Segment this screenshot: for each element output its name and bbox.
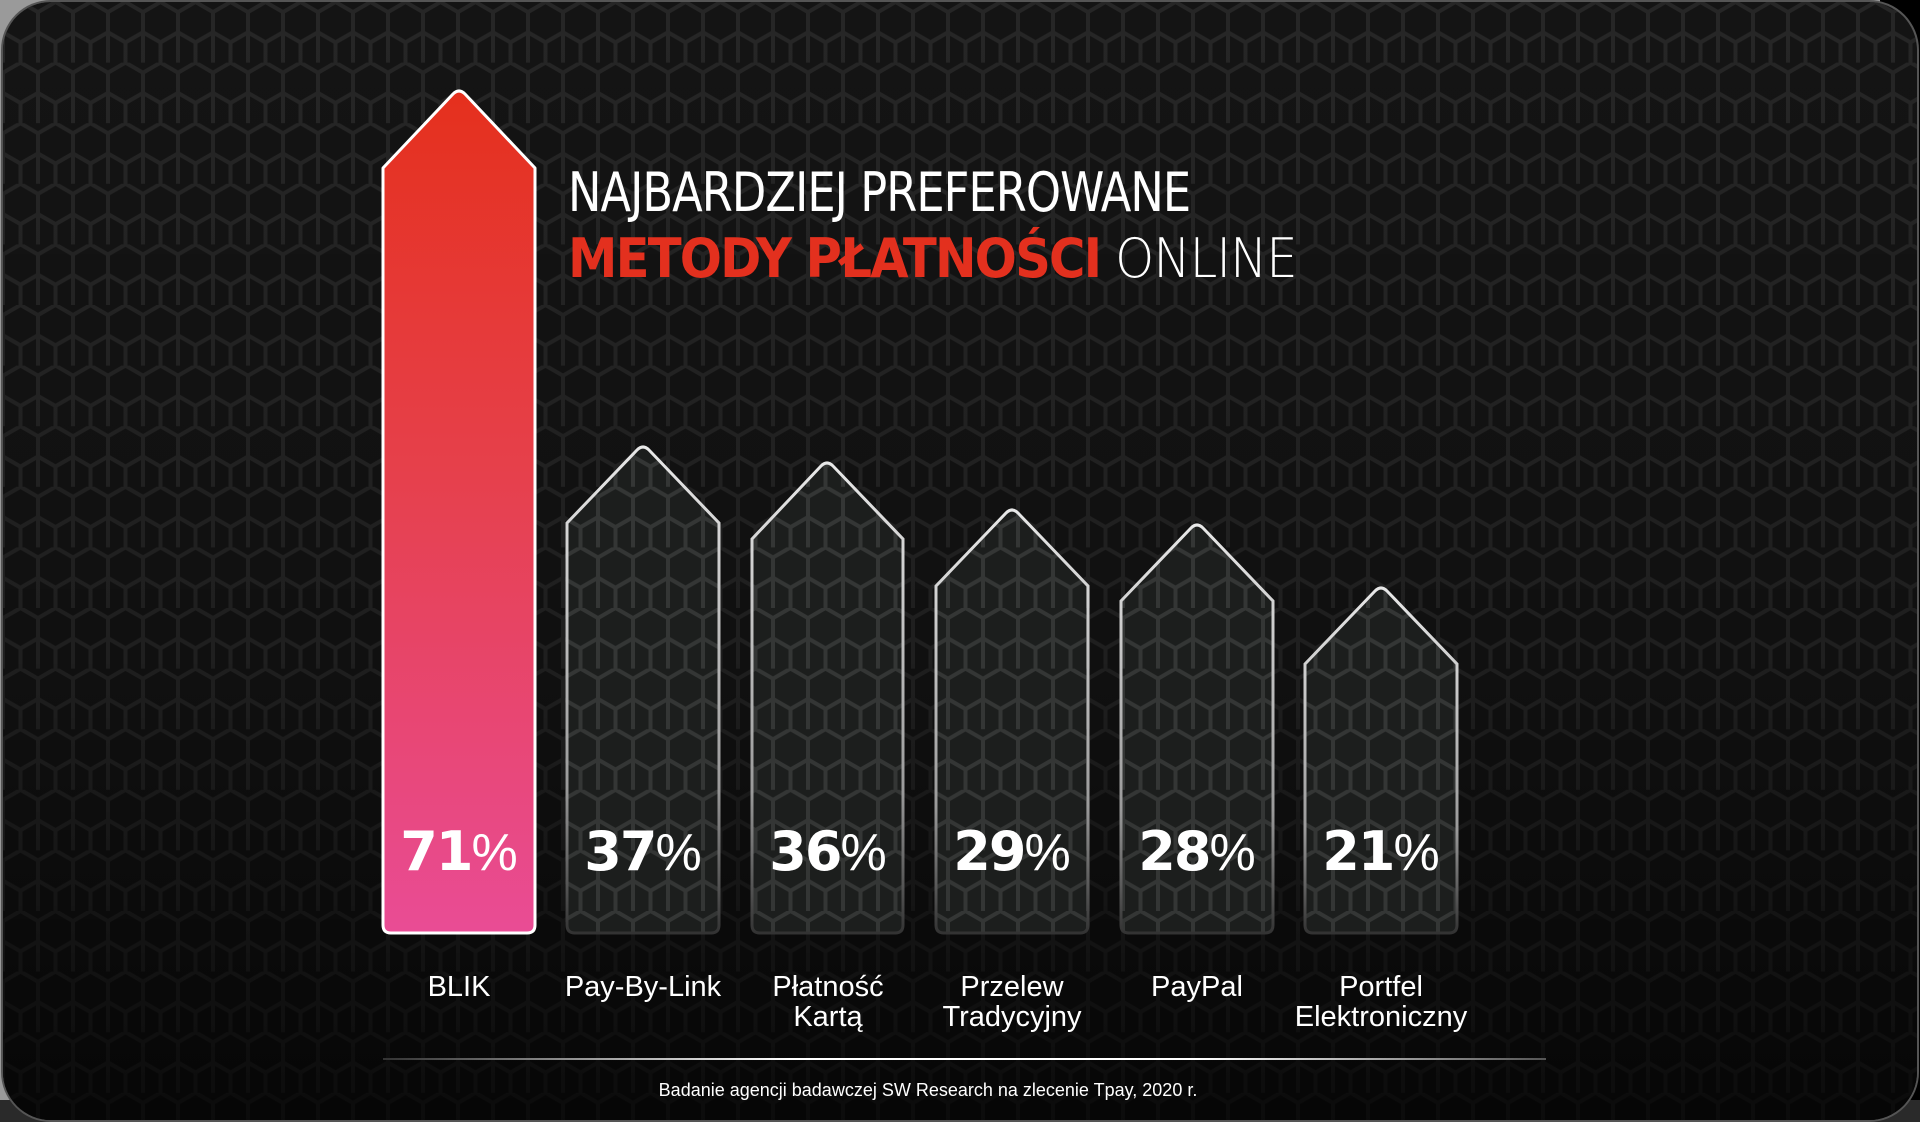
value-portfel: 21% (1305, 820, 1457, 883)
value-number: 28 (1138, 820, 1211, 883)
bar-przelew-tradycyjny (934, 508, 1090, 935)
title-rest: ONLINE (1100, 227, 1298, 290)
category-label-portfel: Portfel Elektroniczny (1294, 971, 1468, 1033)
value-unit: % (471, 824, 518, 882)
category-label-przelew: Przelew Tradycyjny (942, 971, 1082, 1033)
title-line-1: NAJBARDZIEJ PREFEROWANE (568, 161, 1191, 224)
category-label-pay-by-link: Pay-By-Link (564, 971, 722, 1003)
divider-line (383, 1058, 1546, 1060)
bar-portfel-elektroniczny (1303, 586, 1459, 935)
value-platnosc-karta: 36% (752, 820, 904, 883)
value-unit: % (840, 824, 887, 882)
value-number: 37 (584, 820, 657, 883)
value-unit: % (1393, 824, 1440, 882)
bar-pay-by-link (565, 445, 721, 935)
value-przelew: 29% (936, 820, 1088, 883)
value-number: 29 (953, 820, 1026, 883)
value-number: 71 (400, 820, 473, 883)
category-label-paypal: PayPal (1151, 971, 1243, 1003)
category-label-blik: BLIK (427, 971, 491, 1003)
bar-platnosc-karta (750, 461, 905, 935)
source-footnote: Badanie agencji badawczej SW Research na… (658, 1080, 1198, 1100)
chart-title: NAJBARDZIEJ PREFEROWANE METODY PŁATNOŚCI… (568, 160, 1360, 292)
value-pay-by-link: 37% (567, 820, 719, 883)
value-unit: % (1024, 824, 1071, 882)
category-label-platnosc-karta: Płatność Kartą (772, 971, 884, 1033)
title-line-2: METODY PŁATNOŚCI ONLINE (568, 226, 1298, 292)
value-unit: % (655, 824, 702, 882)
value-unit: % (1209, 824, 1256, 882)
value-number: 36 (769, 820, 842, 883)
bar-blik (381, 89, 537, 935)
infographic-card: NAJBARDZIEJ PREFEROWANE METODY PŁATNOŚCI… (3, 2, 1917, 1120)
bar-paypal (1119, 523, 1275, 935)
bar-chart (381, 89, 1459, 935)
value-blik: 71% (383, 820, 535, 883)
value-number: 21 (1322, 820, 1395, 883)
title-accent: METODY PŁATNOŚCI (568, 227, 1102, 290)
value-paypal: 28% (1121, 820, 1273, 883)
